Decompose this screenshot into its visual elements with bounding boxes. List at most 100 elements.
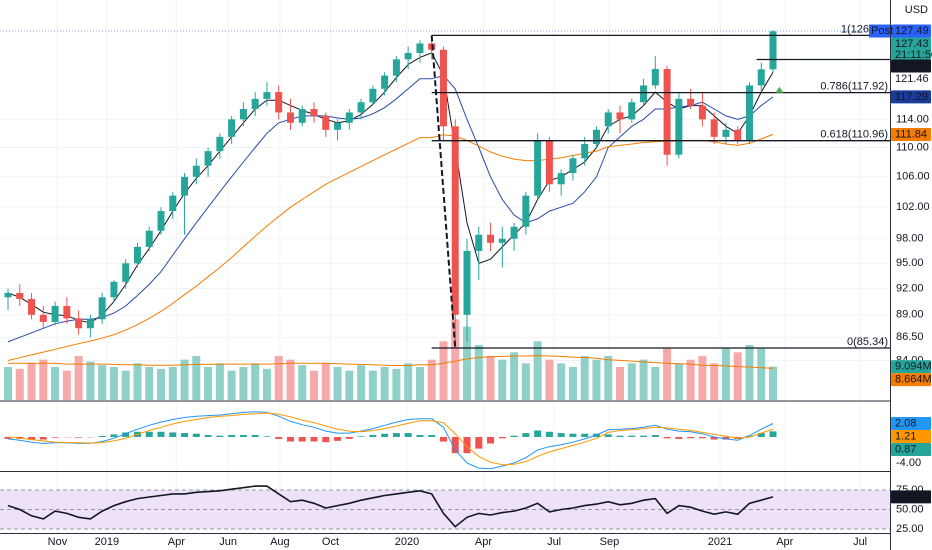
price-label-box [891,24,931,38]
macd-histogram-bar [475,436,483,449]
candle-body [404,52,412,60]
volume-bar [463,326,472,400]
volume-bar [627,363,636,400]
candle-body [592,129,600,144]
moving-average-line [7,133,774,361]
volume-bar [121,370,130,400]
macd-histogram-bar [192,433,200,437]
macd-line [7,411,774,470]
candle-body [310,109,318,116]
macd-histogram-bar [181,433,189,437]
candle-body [687,98,695,106]
volume-bar [521,363,530,400]
candle-body [498,238,506,243]
rsi-label-box [891,490,931,504]
y-tick-label: 114.00 [896,113,929,125]
fib-trend [430,35,457,349]
candle-body [75,318,83,329]
price-label: 127.43 [895,38,929,50]
volume-bar [557,363,566,400]
volume-bar [262,368,271,400]
candle-body [557,173,565,185]
macd-histogram-bar [675,436,683,439]
candle-body [663,69,671,155]
candle-body [4,292,12,298]
candle-body [640,85,648,103]
macd-label-box [891,443,931,457]
macd-histogram-bar [522,433,530,437]
x-tick-label: Apr [475,536,492,548]
volume-bar [604,356,613,400]
macd-label: 0.87 [895,443,916,455]
x-tick-label: 2021 [708,536,732,548]
macd-histogram-bar [39,436,47,440]
x-tick-label: 2020 [395,536,419,548]
price-label-box [891,37,931,60]
volume-bar [274,356,283,400]
volume-bar [239,367,248,400]
macd-histogram-bar [298,436,306,442]
macd-histogram-bar [275,436,283,439]
candle-body [86,319,94,329]
fib-label: 0.786(117.92) [820,81,888,93]
candle-body [298,109,306,123]
macd-histogram-bar [251,435,259,437]
candle-body [157,211,165,231]
macd-histogram-bar [698,436,706,439]
macd-histogram-bar [439,436,447,442]
y-tick-label: 95.00 [896,257,924,269]
macd-histogram-bar [487,436,495,444]
candle-body [487,234,495,243]
candle-body [122,263,130,282]
candle-body [63,306,71,319]
volume-bar [580,356,589,400]
volume-bar [4,367,13,400]
candle-body [98,297,106,320]
rsi-line [7,485,774,528]
volume-bar [62,370,71,400]
macd-histogram-bar [392,433,400,437]
candle-body [651,69,659,86]
candle-body [510,226,518,239]
candle-body [28,299,36,315]
volume-bar [698,356,707,400]
volume-bar [27,363,36,400]
volume-bar [227,370,236,400]
rsi-tick-label: 50.00 [896,503,924,515]
candle-body [534,140,542,196]
volume-bar [74,356,83,400]
currency: USD [905,4,928,16]
volume-bar [392,368,401,400]
macd-histogram-bar [604,434,612,437]
volume-bar [639,359,648,400]
candle-body [275,92,283,113]
rsi-label: 66.16 [895,491,923,503]
candle-body [769,31,777,70]
candle-body [334,122,342,130]
candle-body [569,158,577,174]
price-label: 121.46 [895,73,929,85]
volume-bar [15,368,24,400]
x-tick-label: Apr [776,536,793,548]
macd-histogram-bar [381,433,389,437]
candle-body [322,115,330,130]
candle-body [133,246,141,264]
macd-label: 2.08 [895,417,916,429]
macd-signal-line [7,412,774,466]
macd-histogram-bar [334,436,342,441]
macd-histogram-bar [322,436,330,443]
x-tick-label: Jun [219,536,237,548]
macd-histogram-bar [416,435,424,437]
candle-body [439,49,447,127]
macd-histogram-bar [510,435,518,437]
volume-bar [533,341,542,400]
macd-histogram-bar [451,436,459,454]
x-tick-label: Jul [853,536,867,548]
volume-bar [286,359,295,400]
y-tick-label: 106.00 [896,171,930,183]
candle-body [228,119,236,137]
macd-histogram-bar [545,431,553,437]
candle-body [369,88,377,103]
volume-bar [439,341,448,400]
candle-body [463,250,471,315]
